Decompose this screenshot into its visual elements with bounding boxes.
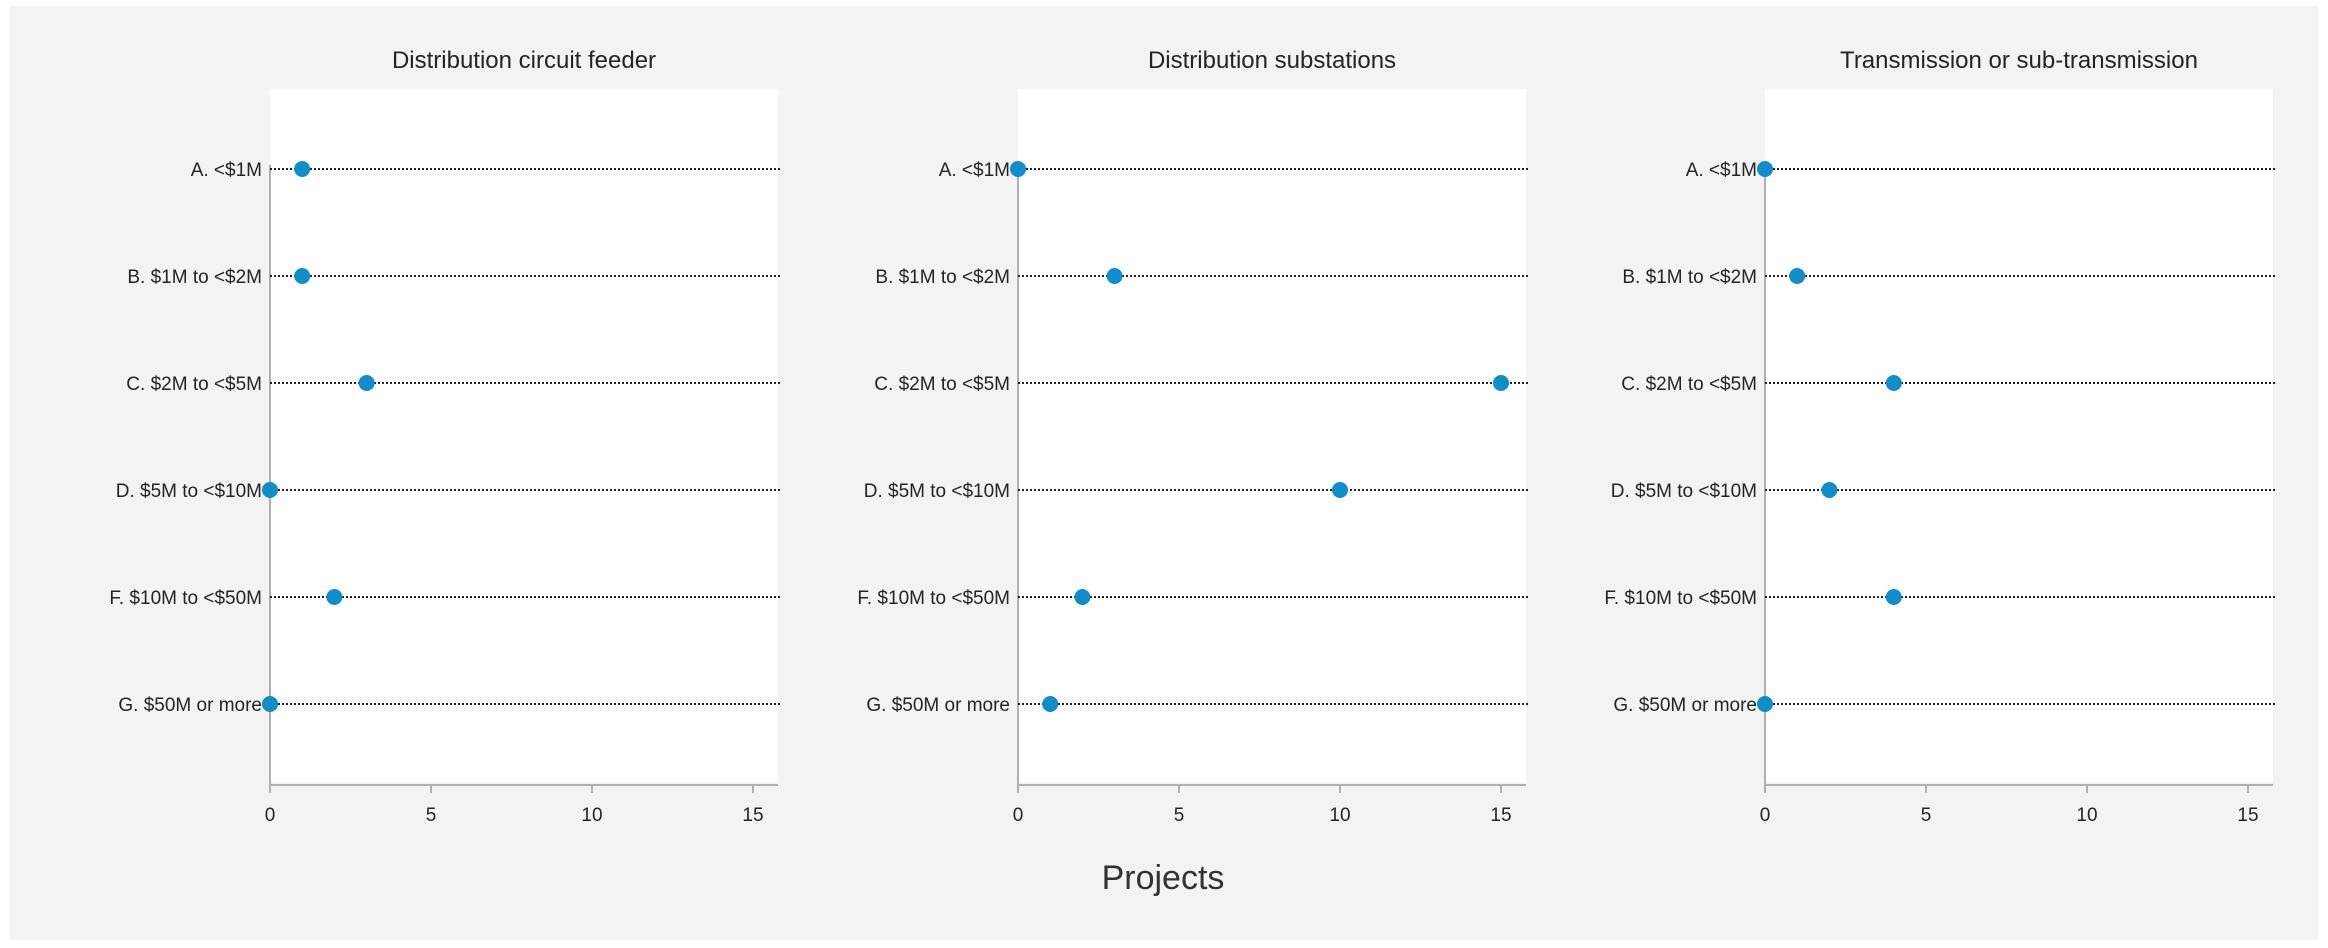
x-tick-label: 5 xyxy=(426,805,437,826)
category-label: A. <$1M xyxy=(1686,160,1757,181)
dot-plot-chart: Distribution circuit feeder 0 5 10 15 A. <$1M… xyxy=(109,47,2277,897)
data-point xyxy=(1789,268,1806,284)
chart-container: Distribution circuit feeder 0 5 10 15 A. <$1M… xyxy=(10,6,2318,940)
data-point xyxy=(294,161,311,177)
x-tick-label: 10 xyxy=(2076,805,2097,826)
data-point xyxy=(294,268,311,284)
plot-area xyxy=(1018,89,1526,782)
x-tick-label: 15 xyxy=(742,805,763,826)
category-label: D. $5M to <$10M xyxy=(864,481,1010,502)
category-label: C. $2M to <$5M xyxy=(126,374,262,395)
data-point xyxy=(1106,268,1123,284)
data-point xyxy=(358,375,375,391)
category-label: G. $50M or more xyxy=(118,695,262,716)
panel-title: Distribution substations xyxy=(1148,47,1396,74)
data-point xyxy=(1493,375,1509,391)
x-tick-label: 15 xyxy=(2237,805,2258,826)
category-label: A. <$1M xyxy=(191,160,262,181)
data-point xyxy=(262,482,278,498)
data-point xyxy=(1010,161,1026,177)
category-label: B. $1M to <$2M xyxy=(127,267,262,288)
category-label: G. $50M or more xyxy=(1613,695,1757,716)
data-point xyxy=(1885,589,1902,605)
x-tick-label: 15 xyxy=(1490,805,1511,826)
x-tick-label: 5 xyxy=(1174,805,1185,826)
plot-area xyxy=(1765,89,2273,782)
data-point xyxy=(326,589,343,605)
x-tick-label: 0 xyxy=(1760,805,1771,826)
x-tick-label: 5 xyxy=(1921,805,1932,826)
data-point xyxy=(1757,696,1773,712)
category-label: F. $10M to <$50M xyxy=(857,588,1010,609)
category-label: D. $5M to <$10M xyxy=(116,481,262,502)
category-label: B. $1M to <$2M xyxy=(1622,267,1757,288)
category-label: F. $10M to <$50M xyxy=(1604,588,1757,609)
data-point xyxy=(1821,482,1838,498)
data-point xyxy=(1332,482,1348,498)
data-point xyxy=(1074,589,1091,605)
category-label: G. $50M or more xyxy=(866,695,1010,716)
x-tick-label: 10 xyxy=(581,805,602,826)
category-label: A. <$1M xyxy=(939,160,1010,181)
x-tick-label: 0 xyxy=(265,805,276,826)
data-point xyxy=(1757,161,1773,177)
category-label: C. $2M to <$5M xyxy=(874,374,1010,395)
plot-area xyxy=(270,89,778,782)
panel-title: Transmission or sub-transmission xyxy=(1840,47,2198,74)
data-point xyxy=(262,696,278,712)
data-point xyxy=(1042,696,1059,712)
panel-title: Distribution circuit feeder xyxy=(392,47,656,74)
x-axis-title: Projects xyxy=(1102,859,1225,897)
category-label: F. $10M to <$50M xyxy=(109,588,262,609)
category-label: B. $1M to <$2M xyxy=(875,267,1010,288)
data-point xyxy=(1885,375,1902,391)
x-tick-label: 10 xyxy=(1329,805,1350,826)
category-label: C. $2M to <$5M xyxy=(1621,374,1757,395)
category-label: D. $5M to <$10M xyxy=(1611,481,1757,502)
x-tick-label: 0 xyxy=(1013,805,1024,826)
